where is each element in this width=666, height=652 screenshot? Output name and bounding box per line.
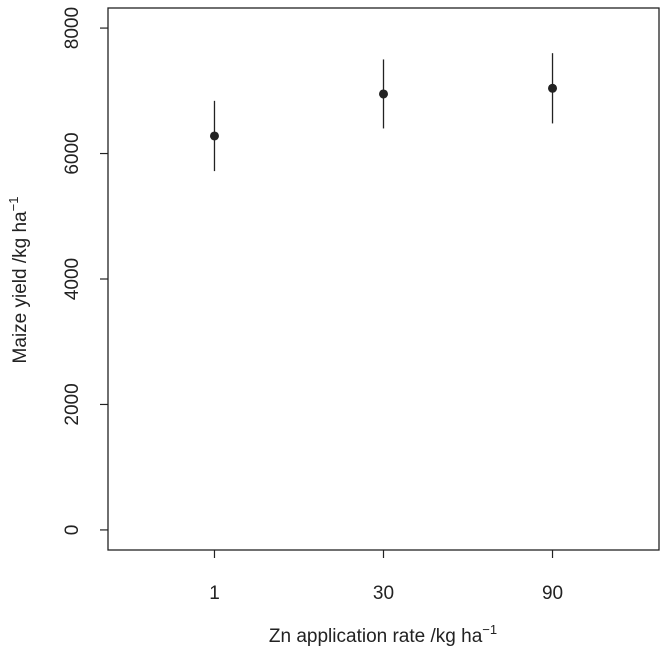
point xyxy=(548,83,558,93)
y-tick-label: 4000 xyxy=(62,258,83,300)
point xyxy=(209,131,219,141)
x-tick-label: 90 xyxy=(542,583,563,604)
y-tick-label: 8000 xyxy=(62,7,83,49)
y-tick-label: 2000 xyxy=(62,383,83,425)
x-axis-title-text: Zn application rate /kg ha xyxy=(269,626,483,647)
y-tick-label: 0 xyxy=(62,525,83,536)
y-axis-title-sup: −1 xyxy=(6,197,21,212)
x-axis-title: Zn application rate /kg ha−1 xyxy=(269,622,497,647)
x-axis-title-sup: −1 xyxy=(482,622,497,637)
x-tick-label: 30 xyxy=(373,583,394,604)
y-axis-title: Maize yield /kg ha−1 xyxy=(6,197,31,364)
y-tick-label: 6000 xyxy=(62,132,83,174)
x-tick-label: 1 xyxy=(209,583,220,604)
y-axis-title-text: Maize yield /kg ha xyxy=(10,211,31,364)
point xyxy=(379,89,388,99)
